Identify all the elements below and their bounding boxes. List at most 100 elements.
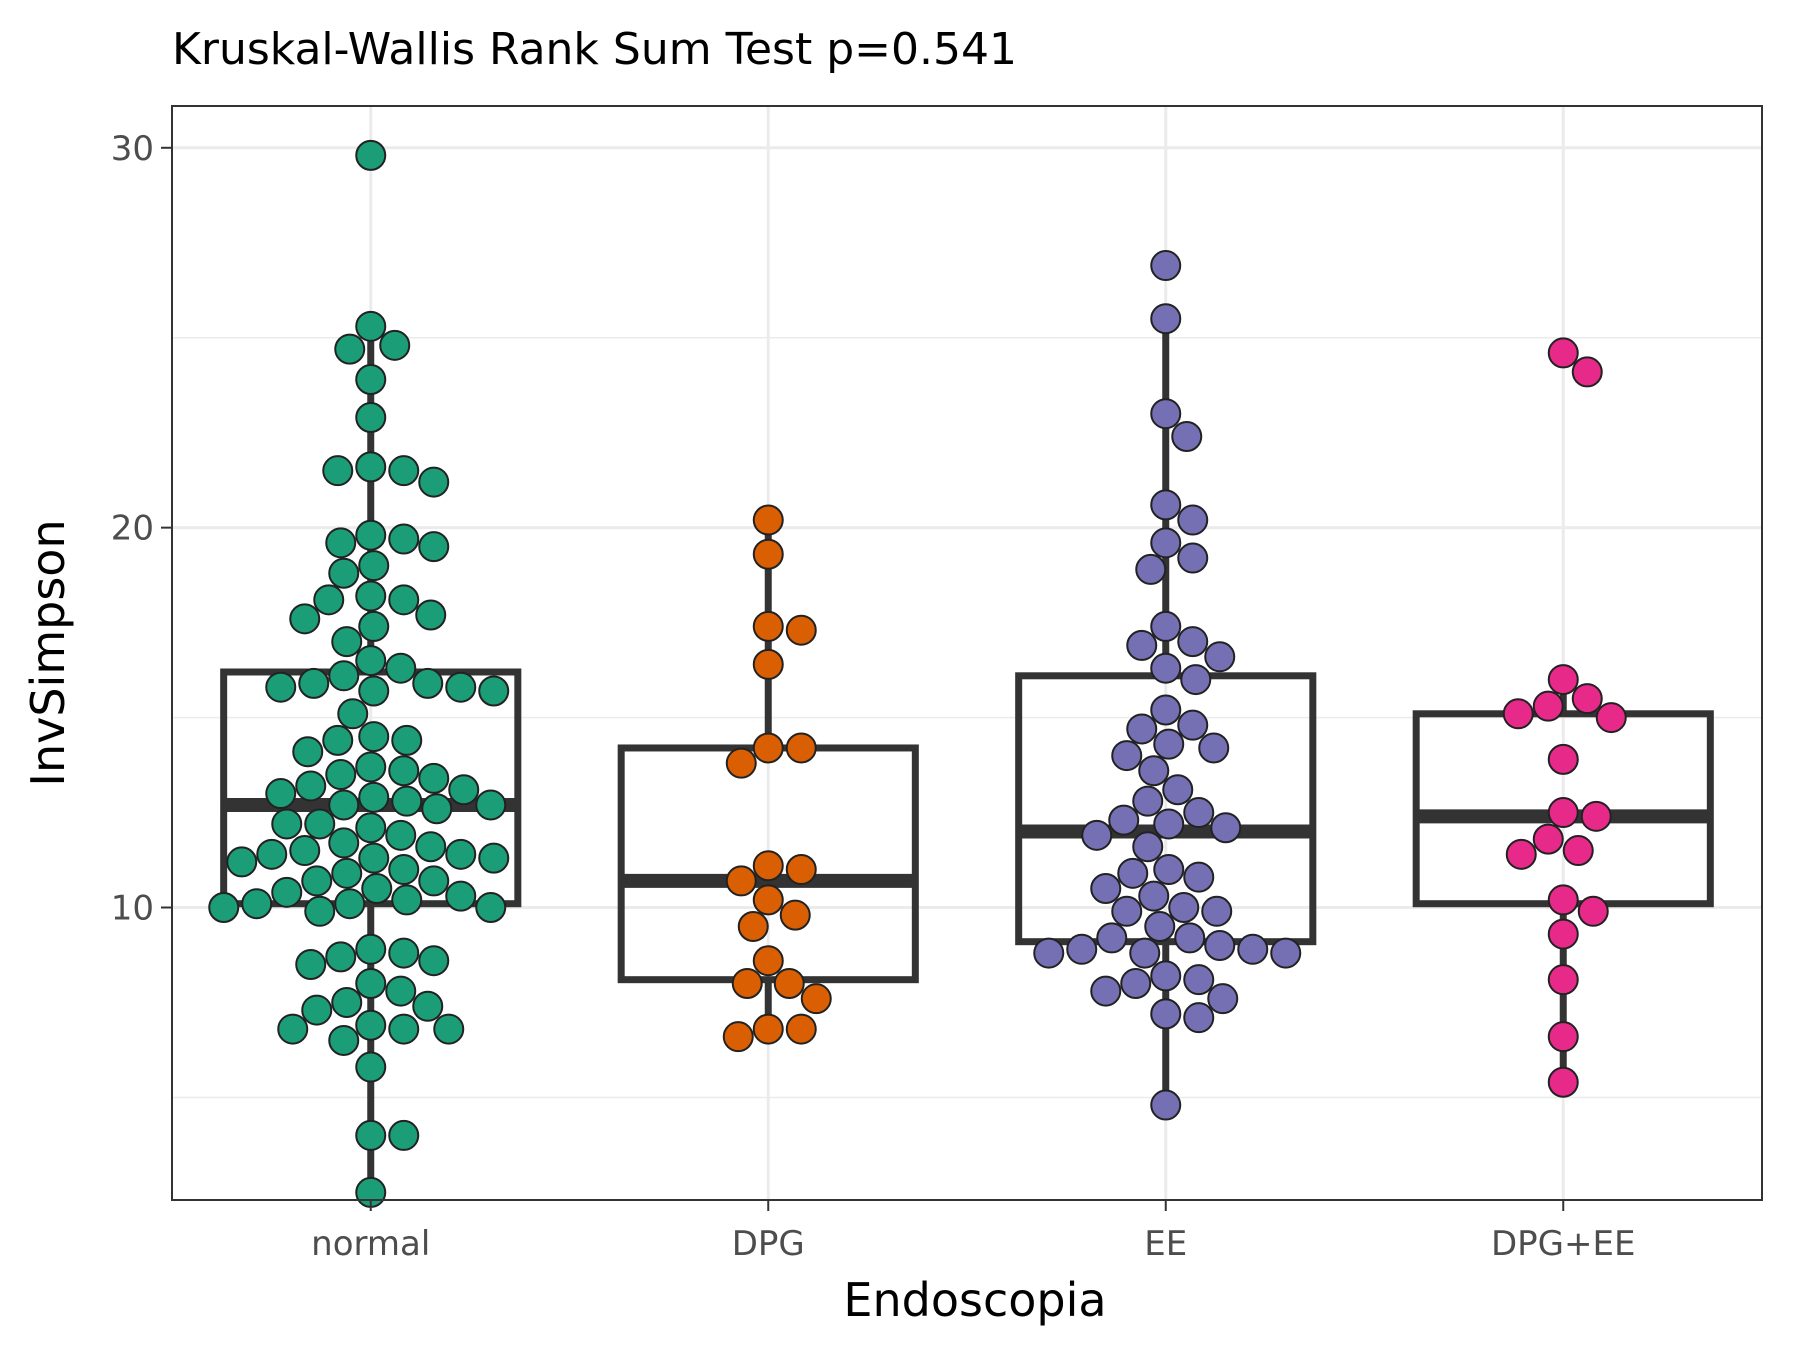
data-point [1150,694,1182,726]
data-point [1126,713,1158,745]
data-point [725,747,757,779]
data-point [752,504,784,536]
y-tick-label: 10 [111,889,154,929]
data-point [1144,911,1176,942]
data-point [737,911,769,942]
data-point [1150,610,1182,642]
data-point [752,884,784,916]
data-point [355,751,387,783]
data-point [388,755,420,787]
data-point [388,1119,420,1151]
data-point [328,660,360,692]
data-point [1210,812,1242,844]
data-point [1111,740,1143,772]
y-axis: 10 20 30 [111,129,172,929]
data-point [1138,880,1170,912]
data-point [289,835,321,867]
points-DPG+EE [1502,337,1627,1098]
plot-border [171,105,1763,1201]
data-point [325,941,357,973]
data-point [331,857,363,889]
data-point [1547,884,1579,916]
data-point [785,1013,817,1045]
data-point [355,645,387,677]
data-point [1183,1002,1215,1034]
data-point [271,808,303,840]
data-point [752,732,784,764]
data-point [208,892,240,924]
data-point [1183,797,1215,829]
point-layer [208,139,1627,1208]
data-point [1150,489,1182,521]
data-point [1270,937,1302,969]
data-point [304,808,336,840]
data-point [328,557,360,589]
data-point [418,865,450,897]
data-point [1168,892,1200,924]
data-point [391,724,423,756]
data-point [1547,337,1579,369]
data-point [388,1013,420,1045]
data-point [475,892,507,924]
points-normal [208,139,510,1208]
x-tick-label: normal [311,1224,430,1264]
data-point [355,519,387,551]
data-point [1096,922,1128,954]
data-point [445,838,477,870]
data-point [752,538,784,570]
data-point [295,948,327,980]
data-point [289,603,321,635]
data-point [1135,553,1167,585]
data-point [1207,983,1239,1015]
data-point [1177,626,1209,658]
data-point [1171,420,1203,452]
data-point [1571,683,1603,715]
data-point [1150,250,1182,282]
data-point [1117,857,1149,889]
y-tick-label: 20 [111,509,154,549]
data-point [295,770,327,802]
data-point [388,854,420,886]
data-point [1132,831,1164,863]
data-point [418,762,450,794]
data-point [328,1024,360,1056]
data-point [301,865,333,897]
data-point [328,789,360,821]
data-point [415,831,447,863]
data-point [448,774,480,806]
data-point [1183,964,1215,996]
data-point [358,721,390,753]
data-point [355,364,387,395]
data-point [388,523,420,555]
data-point [433,1013,465,1045]
data-point [358,675,390,707]
data-point [445,671,477,703]
chart-title: Kruskal-Wallis Rank Sum Test p=0.541 [172,24,1017,75]
data-point [1150,398,1182,430]
data-point [385,652,417,684]
data-point [355,933,387,965]
data-point [355,1009,387,1041]
y-axis-title: InvSimpson [21,519,75,786]
data-point [752,648,784,680]
data-point [1153,728,1185,760]
data-point [1547,797,1579,829]
points-EE [1033,250,1302,1121]
data-point [1138,755,1170,787]
data-point [1204,929,1236,961]
data-point [752,610,784,642]
data-point [1132,785,1164,817]
data-point [379,329,411,361]
x-axis: normal DPG EE DPG+EE [311,1200,1635,1264]
data-point [388,455,420,487]
data-point [412,667,444,699]
data-point [800,983,832,1015]
data-point [1198,732,1230,764]
data-point [773,967,805,999]
data-point [1120,967,1152,999]
data-point [1237,933,1269,965]
data-point [731,967,763,999]
data-point [226,846,258,878]
data-point [1033,937,1065,969]
data-point [355,967,387,999]
